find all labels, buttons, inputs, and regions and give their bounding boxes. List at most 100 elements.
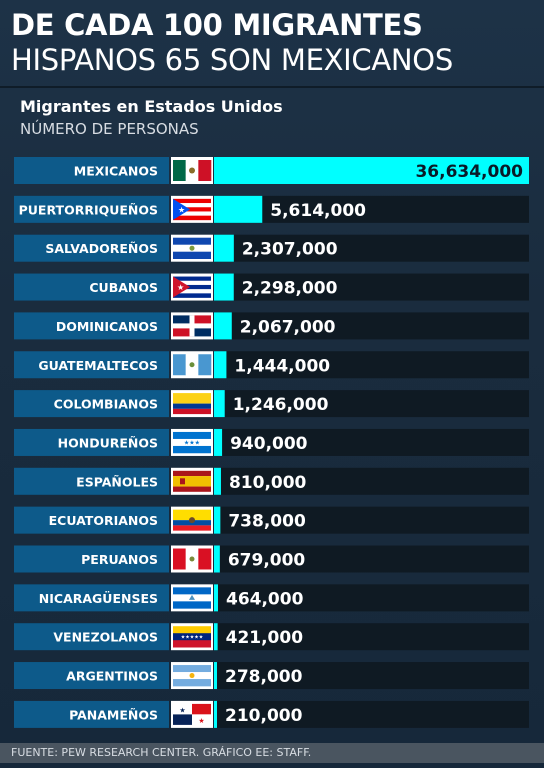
- category-label-box: [14, 312, 169, 340]
- venezuela-flag-stars: ★★★★★: [181, 635, 204, 641]
- spain-flag-stripe: [173, 470, 211, 477]
- mexico-flag-emblem: [189, 167, 195, 174]
- source-footer: FUENTE: PEW RESEARCH CENTER. GRÁFICO EE:…: [0, 743, 544, 763]
- mexico-flag-stripe: [198, 160, 212, 181]
- category-label-box: [14, 157, 169, 184]
- value-label: 1,444,000: [234, 356, 330, 376]
- value-label: 278,000: [225, 667, 303, 687]
- bar: [214, 623, 218, 651]
- category-label: ARGENTINOS: [66, 669, 158, 684]
- bar-track: [214, 312, 529, 340]
- title-line-2: HISPANOS 65 SON MEXICANOS: [11, 43, 453, 77]
- category-label-box: [14, 506, 169, 534]
- cuba-flag-star: ★: [177, 283, 184, 292]
- bar-track: [214, 700, 529, 728]
- bar: [214, 312, 232, 340]
- puerto-rico-flag-stripe: [173, 211, 211, 216]
- cuba-flag-stripe: [173, 280, 211, 286]
- panama-flag-quarter: [173, 703, 192, 715]
- bar: [214, 234, 234, 262]
- category-label-box: [14, 390, 169, 418]
- nicaragua-flag-stripe: [173, 587, 211, 595]
- cuba-flag-stripe: [173, 276, 211, 282]
- category-label: ESPAÑOLES: [76, 474, 158, 489]
- nicaragua-flag-stripe: [173, 601, 211, 609]
- category-label-box: [14, 351, 169, 379]
- value-label: 940,000: [230, 434, 308, 454]
- bar: [214, 584, 218, 612]
- value-label: 464,000: [226, 589, 304, 609]
- category-label-box: [14, 273, 169, 301]
- value-label: 1,246,000: [233, 395, 329, 415]
- category-label: NICARAGÜENSES: [39, 591, 158, 606]
- value-label: 421,000: [226, 628, 304, 648]
- bar: [214, 700, 217, 728]
- puerto-rico-flag-stripe: [173, 203, 211, 208]
- value-label: 36,634,000: [415, 162, 523, 182]
- el-salvador-flag-emblem: [189, 245, 195, 251]
- bar-track: [214, 584, 529, 612]
- dominican-republic-flag-quarter: [173, 315, 192, 326]
- category-label-box: [14, 584, 169, 612]
- dominican-republic-flag-cross: [173, 323, 211, 329]
- value-label: 2,298,000: [242, 279, 338, 299]
- bar-track: [214, 662, 529, 690]
- bar: [214, 273, 234, 301]
- bar: [214, 390, 225, 418]
- puerto-rico-flag-stripe: [173, 198, 211, 204]
- category-label: HONDUREÑOS: [58, 435, 158, 450]
- bar-track: [214, 351, 529, 379]
- dominican-republic-flag-quarter: [192, 315, 211, 326]
- honduras-flag-stripe: [173, 445, 211, 454]
- bar: [214, 662, 217, 690]
- panama-flag-quarter: [192, 703, 211, 715]
- panama-flag-star: ★: [198, 717, 204, 725]
- bar-track: [214, 545, 529, 573]
- venezuela-flag-stripe: [173, 640, 211, 648]
- bar-track: [214, 623, 529, 651]
- guatemala-flag-stripe: [173, 354, 186, 376]
- category-label: GUATEMALTECOS: [38, 358, 158, 373]
- mexico-flag-stripe: [173, 160, 186, 181]
- category-label: VENEZOLANOS: [53, 630, 158, 645]
- bar-track: [214, 506, 529, 534]
- cuba-flag-stripe: [173, 289, 211, 294]
- category-label: DOMINICANOS: [56, 319, 158, 334]
- category-label: SALVADOREÑOS: [45, 241, 158, 256]
- ecuador-flag-stripe: [173, 509, 211, 521]
- bar-track: [214, 273, 529, 301]
- bar-track: [214, 195, 529, 223]
- value-label: 5,614,000: [270, 201, 366, 221]
- peru-flag-stripe: [173, 548, 186, 570]
- bar: [214, 506, 221, 534]
- value-label: 810,000: [229, 473, 307, 493]
- spain-flag-stripe: [173, 486, 211, 492]
- bar: [214, 428, 223, 456]
- puerto-rico-flag-stripe: [173, 215, 211, 221]
- peru-flag-stripe: [198, 548, 212, 570]
- argentina-flag-sun: [189, 673, 195, 679]
- category-label: COLOMBIANOS: [54, 397, 158, 412]
- category-label: CUBANOS: [89, 280, 158, 295]
- puerto-rico-flag-stripe: [173, 207, 211, 212]
- puerto-rico-flag-star: ★: [178, 205, 185, 214]
- category-label: MEXICANOS: [74, 164, 158, 179]
- ecuador-flag-emblem: [189, 517, 195, 524]
- honduras-flag-stripe: [173, 438, 211, 447]
- spain-flag-emblem: [180, 478, 185, 485]
- category-label-box: [14, 623, 169, 651]
- venezuela-flag-stripe: [173, 633, 211, 641]
- bar: [214, 351, 227, 379]
- bar: [214, 195, 263, 223]
- dominican-republic-flag-quarter: [192, 325, 211, 337]
- panama-flag-star: ★: [179, 706, 185, 714]
- title-line-1: DE CADA 100 MIGRANTES: [11, 8, 423, 42]
- value-label: 2,067,000: [240, 317, 336, 337]
- bar-track: [214, 428, 529, 456]
- category-label: PERUANOS: [81, 552, 158, 567]
- value-label: 679,000: [228, 551, 306, 571]
- panama-flag-quarter: [173, 714, 192, 725]
- colombia-flag-stripe: [173, 408, 211, 415]
- bar-track: [214, 234, 529, 262]
